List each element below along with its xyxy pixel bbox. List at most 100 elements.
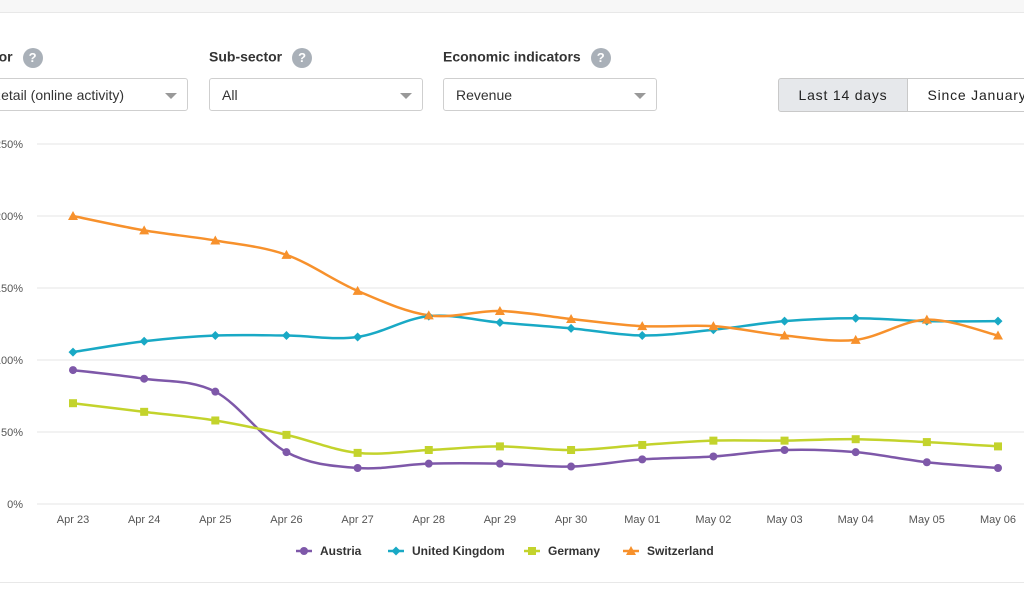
period-button[interactable]: Since January xyxy=(907,78,1024,112)
data-point xyxy=(709,436,718,445)
dropdown-value: Revenue xyxy=(456,87,513,103)
x-tick-label: Apr 29 xyxy=(484,514,516,526)
data-point xyxy=(637,321,648,331)
data-point xyxy=(353,332,363,342)
data-point xyxy=(282,448,291,457)
data-point xyxy=(780,316,790,326)
data-point xyxy=(210,331,220,341)
data-point xyxy=(708,321,719,331)
data-point xyxy=(566,313,577,323)
data-point xyxy=(851,448,860,457)
data-point xyxy=(423,310,434,320)
data-point xyxy=(566,323,576,333)
x-tick-label: May 04 xyxy=(838,514,874,526)
data-point xyxy=(495,318,505,328)
data-point xyxy=(424,459,433,468)
legend-item[interactable]: Austria xyxy=(296,544,362,558)
y-tick-label: 250% xyxy=(0,139,23,151)
y-tick-label: 100% xyxy=(0,355,23,367)
legend-label: Switzerland xyxy=(647,544,714,558)
filter-label: Economic indicators? xyxy=(443,48,611,68)
data-point xyxy=(638,440,647,449)
data-point xyxy=(139,336,149,346)
dropdown[interactable]: Retail (online activity) xyxy=(0,78,188,111)
y-tick-label: 50% xyxy=(1,427,23,439)
data-point xyxy=(638,455,647,464)
data-point xyxy=(210,235,221,245)
data-point xyxy=(780,446,789,454)
x-tick-label: May 03 xyxy=(766,514,802,526)
dropdown-value: Retail (online activity) xyxy=(0,87,125,103)
data-point xyxy=(709,452,718,461)
x-tick-label: Apr 27 xyxy=(341,514,373,526)
x-tick-label: Apr 24 xyxy=(128,514,160,526)
data-point xyxy=(281,249,292,259)
help-icon[interactable]: ? xyxy=(292,48,313,68)
period-button[interactable]: Last 14 days xyxy=(778,78,908,112)
x-tick-label: Apr 28 xyxy=(413,514,445,526)
legend-item[interactable]: United Kingdom xyxy=(388,544,505,558)
chart: 0% 50% 100% 150% 200% 250% Apr 23 Apr 24 Apr 25 A… xyxy=(0,139,1024,558)
data-point xyxy=(69,399,77,408)
y-tick-label: 150% xyxy=(0,283,23,295)
y-tick-label: 0% xyxy=(7,499,23,511)
data-point xyxy=(282,430,291,439)
legend-item[interactable]: Switzerland xyxy=(623,544,714,558)
series-line xyxy=(72,214,999,342)
data-point xyxy=(922,458,931,467)
dropdown[interactable]: Revenue xyxy=(443,78,657,111)
data-point xyxy=(353,448,362,457)
data-point xyxy=(211,416,220,425)
x-tick-label: May 01 xyxy=(624,514,660,526)
dropdown-value: All xyxy=(222,87,238,103)
label-text: Sub-sector xyxy=(209,48,283,65)
data-point xyxy=(281,331,291,341)
data-point xyxy=(921,314,932,324)
data-point xyxy=(68,347,78,357)
dropdown[interactable]: All xyxy=(209,78,423,111)
x-tick-label: May 06 xyxy=(980,514,1016,526)
dropdown-arrow xyxy=(165,93,177,99)
legend-marker xyxy=(626,546,636,555)
data-point xyxy=(352,285,363,295)
x-tick-label: Apr 30 xyxy=(555,514,587,526)
data-point xyxy=(68,211,78,220)
data-point xyxy=(69,366,77,375)
data-point xyxy=(851,313,861,323)
legend-marker xyxy=(300,547,308,555)
legend-item[interactable]: Germany xyxy=(524,544,600,558)
label-text: Economic indicators xyxy=(443,48,581,65)
x-tick-label: Apr 26 xyxy=(270,514,302,526)
data-point xyxy=(637,331,647,341)
data-point xyxy=(993,330,1003,340)
divider xyxy=(0,582,1024,583)
data-point xyxy=(851,435,860,444)
data-point xyxy=(139,225,150,235)
x-tick-label: May 05 xyxy=(909,514,945,526)
legend-marker xyxy=(391,546,401,556)
dropdown-arrow xyxy=(634,93,646,99)
y-tick-label: 200% xyxy=(0,211,23,223)
help-icon[interactable]: ? xyxy=(590,48,611,68)
data-point xyxy=(779,330,790,340)
data-point xyxy=(850,334,861,344)
data-point xyxy=(567,446,576,454)
data-point xyxy=(211,387,220,396)
series-line xyxy=(72,401,999,455)
data-point xyxy=(993,316,1003,326)
data-point xyxy=(922,438,931,447)
filter-label: Sub-sector? xyxy=(209,48,313,68)
data-point xyxy=(494,306,505,316)
data-point xyxy=(140,374,149,383)
data-point xyxy=(140,407,149,416)
data-point xyxy=(353,464,362,472)
top-bar xyxy=(0,0,1024,13)
legend-label: Germany xyxy=(548,544,600,558)
help-icon[interactable]: ? xyxy=(22,48,43,68)
data-point xyxy=(994,442,1002,451)
series-line xyxy=(72,314,999,354)
data-point xyxy=(424,446,433,454)
filter-label: Sector? xyxy=(0,48,43,68)
data-point xyxy=(780,436,789,445)
